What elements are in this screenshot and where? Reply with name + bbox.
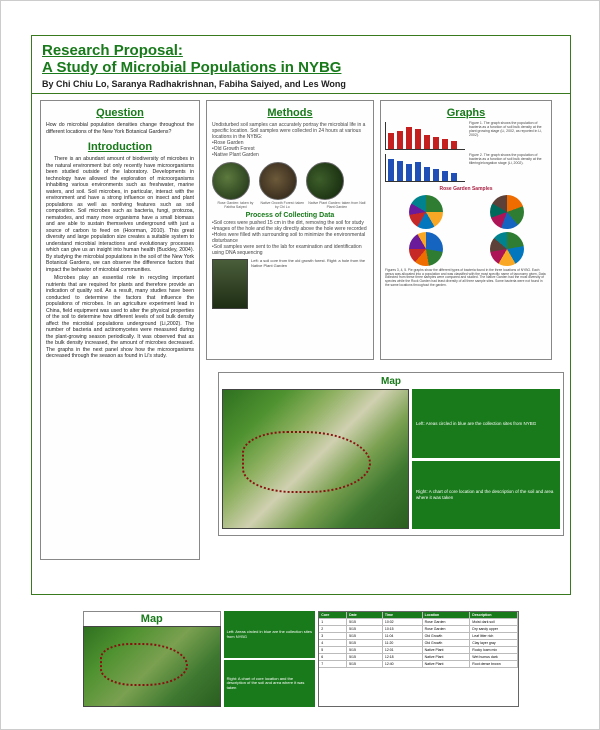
proc-items: •Soil cores were pushed 15 cm in the dir… <box>212 220 368 256</box>
column-graphs: Graphs Figure 1. The graph shows the pop… <box>380 100 552 360</box>
pies-heading: Rose Garden Samples <box>385 186 547 192</box>
bmap-mid: Left: Areas circled in blue are the coll… <box>224 611 316 707</box>
bar-chart-1 <box>385 122 465 150</box>
bmap-heading: Map <box>83 611 221 626</box>
bottom-map: Map Left: Areas circled in blue are the … <box>83 611 519 707</box>
map-side: Left: Areas circled in blue are the coll… <box>412 389 560 529</box>
column-question-intro: Question How do microbial population den… <box>40 100 200 560</box>
bmap-image <box>83 626 221 707</box>
bmap-note-left: Left: Areas circled in blue are the coll… <box>224 611 316 658</box>
pie-2 <box>490 195 524 229</box>
page: Research Proposal: A Study of Microbial … <box>0 0 600 730</box>
map-image <box>222 389 409 529</box>
proc-heading: Process of Collecting Data <box>212 212 368 219</box>
authors: By Chi Chiu Lo, Saranya Radhakrishnan, F… <box>42 79 560 89</box>
question-text: How do microbial population densities ch… <box>46 122 194 135</box>
intro-p1: There is an abundant amount of biodivers… <box>46 156 194 273</box>
photo-native: Native Plant Garden: taken from Natl Pla… <box>306 162 368 209</box>
map-note-right: Right: A chart of core location and the … <box>412 461 560 530</box>
chart2-row: Figure 2. The graph shows the population… <box>385 154 547 182</box>
data-table: CoreDateTimeLocationDescription15/1510:0… <box>318 611 519 707</box>
title-line2: A Study of Microbial Populations in NYBG <box>42 59 560 76</box>
poster: Research Proposal: A Study of Microbial … <box>31 35 571 595</box>
pie-3 <box>409 232 443 266</box>
map-panel: Map Left: Areas circled in blue are the … <box>218 372 564 536</box>
intro-heading: Introduction <box>46 141 194 153</box>
column-methods: Methods Undisturbed soil samples can acc… <box>206 100 374 360</box>
pie-4 <box>490 232 524 266</box>
map-inner: Left: Areas circled in blue are the coll… <box>222 389 560 529</box>
bar-chart-2 <box>385 154 465 182</box>
map-note-left: Left: Areas circled in blue are the coll… <box>412 389 560 458</box>
question-heading: Question <box>46 107 194 119</box>
photo-rose: Rose Garden: taken by Fabiha Saiyed <box>212 162 259 209</box>
map-heading: Map <box>222 376 560 387</box>
pie-row-1 <box>385 195 547 229</box>
methods-sites: •Rose Garden •Old Growth Forest •Native … <box>212 140 368 158</box>
title-line1: Research Proposal: <box>42 42 560 59</box>
photo-forest: Native Growth Forest: taken by Chi Lo <box>259 162 306 209</box>
proc-photos: Left: a soil core from the old growth fo… <box>212 259 368 309</box>
methods-heading: Methods <box>212 107 368 119</box>
methods-intro: Undisturbed soil samples can accurately … <box>212 122 368 140</box>
chart1-row: Figure 1. The graph shows the population… <box>385 122 547 150</box>
photo-row: Rose Garden: taken by Fabiha Saiyed Nati… <box>212 162 368 209</box>
graphs-heading: Graphs <box>385 107 547 119</box>
bmap-left: Map <box>83 611 221 707</box>
pie-row-2 <box>385 232 547 266</box>
pie-cap: Figures 3, 4, 5. Pie graphs show the dif… <box>385 269 547 287</box>
pie-1 <box>409 195 443 229</box>
proc-cap: Left: a soil core from the old growth fo… <box>251 259 368 309</box>
intro-p2: Microbes play an essential role in recyc… <box>46 275 194 360</box>
soil-core-photo <box>212 259 248 309</box>
intro-body: There is an abundant amount of biodivers… <box>46 156 194 360</box>
title-block: Research Proposal: A Study of Microbial … <box>32 36 570 94</box>
bmap-note-right: Right: A chart of core location and the … <box>224 660 316 707</box>
